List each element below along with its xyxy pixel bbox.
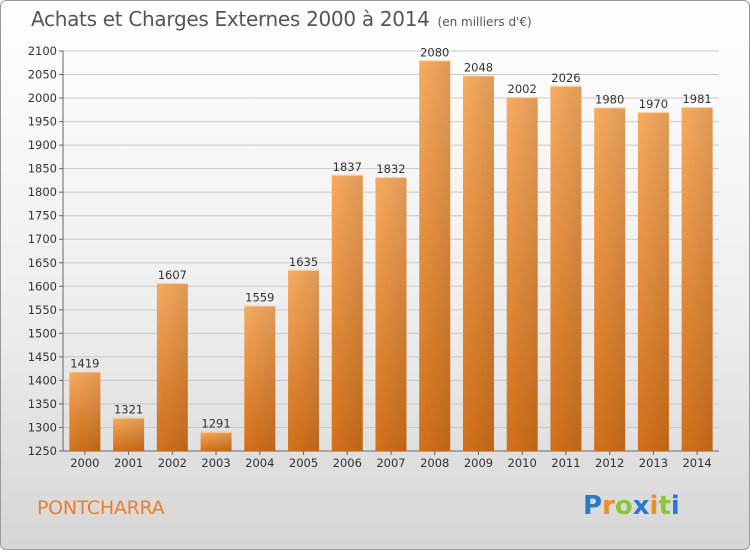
bar-shade xyxy=(113,417,145,451)
bar-shade xyxy=(550,85,582,451)
bar-shade xyxy=(419,60,451,451)
bar-shade xyxy=(462,75,494,452)
y-tick-label: 1600 xyxy=(28,279,57,293)
chart-title: Achats et Charges Externes 2000 à 2014 (e… xyxy=(31,7,532,31)
y-tick-label: 2050 xyxy=(28,68,57,82)
y-tick-label: 1500 xyxy=(28,326,57,340)
unit-text: (en milliers d'€) xyxy=(437,15,532,29)
y-tick-label: 2000 xyxy=(28,91,57,105)
data-labels: 1419 1321 1607 1291 1559 1635 1837 1832 2080 2048… xyxy=(70,45,712,430)
x-tick-label: 2002 xyxy=(158,456,187,470)
x-tick-label: 2010 xyxy=(508,456,537,470)
y-tick-label: 1650 xyxy=(28,256,57,270)
data-label: 1607 xyxy=(158,268,187,282)
y-tick-label: 1550 xyxy=(28,303,57,317)
bar-shade xyxy=(375,177,407,451)
data-label: 1635 xyxy=(289,255,318,269)
data-label: 1970 xyxy=(639,97,668,111)
bar-shade xyxy=(200,431,232,451)
x-tick-label: 2011 xyxy=(551,456,580,470)
x-tick-label: 2009 xyxy=(464,456,493,470)
bar-shade xyxy=(244,305,276,451)
data-label: 2002 xyxy=(508,82,537,96)
bar-shade xyxy=(331,174,363,451)
data-label: 1832 xyxy=(376,162,405,176)
y-tick-label: 1450 xyxy=(28,350,57,364)
data-label: 1981 xyxy=(682,92,711,106)
proxiti-logo: Proxiti xyxy=(583,491,680,521)
bar-shade xyxy=(681,107,713,451)
data-label: 1291 xyxy=(201,417,230,431)
x-tick-label: 2013 xyxy=(639,456,668,470)
x-tick-label: 2014 xyxy=(682,456,711,470)
bar-shade xyxy=(594,107,626,452)
y-tick-label: 1850 xyxy=(28,162,57,176)
x-tick-label: 2003 xyxy=(201,456,230,470)
x-tick-label: 2001 xyxy=(114,456,143,470)
bar-shade xyxy=(69,371,101,451)
data-label: 1837 xyxy=(333,160,362,174)
y-tick-label: 1900 xyxy=(28,138,57,152)
y-tick-label: 1950 xyxy=(28,115,57,129)
x-tick-label: 2000 xyxy=(70,456,99,470)
x-tick-label: 2012 xyxy=(595,456,624,470)
data-label: 1321 xyxy=(114,403,143,417)
data-label: 2026 xyxy=(551,71,580,85)
x-tick-label: 2008 xyxy=(420,456,449,470)
y-tick-label: 1700 xyxy=(28,232,57,246)
x-tick-label: 2007 xyxy=(376,456,405,470)
y-tick-label: 1400 xyxy=(28,373,57,387)
bar-shade xyxy=(637,112,669,452)
y-tick-label: 1250 xyxy=(28,444,57,458)
x-tick-label: 2005 xyxy=(289,456,318,470)
bars xyxy=(69,60,713,452)
data-label: 2080 xyxy=(420,45,449,59)
y-tick-label: 2100 xyxy=(28,44,57,58)
data-label: 2048 xyxy=(464,60,493,74)
x-tick-label: 2004 xyxy=(245,456,274,470)
bar-shade xyxy=(156,283,188,451)
place-name: PONTCHARRA xyxy=(37,497,165,519)
x-tick-label: 2006 xyxy=(333,456,362,470)
y-tick-label: 1350 xyxy=(28,397,57,411)
data-label: 1559 xyxy=(245,291,274,305)
title-text: Achats et Charges Externes 2000 à 2014 xyxy=(31,7,430,31)
data-label: 1980 xyxy=(595,92,624,106)
data-label: 1419 xyxy=(70,356,99,370)
y-tick-label: 1800 xyxy=(28,185,57,199)
y-tick-label: 1750 xyxy=(28,209,57,223)
y-tick-label: 1300 xyxy=(28,420,57,434)
bar-shade xyxy=(506,97,538,451)
bar-shade xyxy=(288,269,320,451)
